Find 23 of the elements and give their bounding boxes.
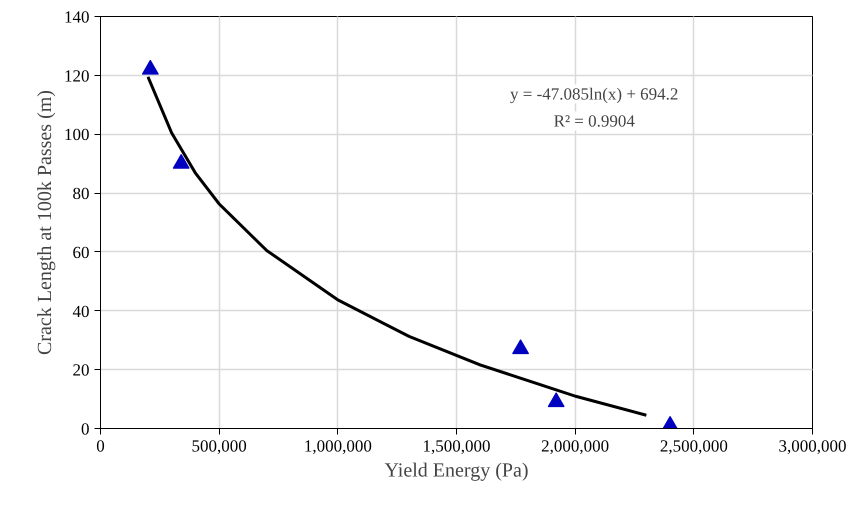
y-tick-label: 0 [81, 420, 90, 438]
y-tick-label: 100 [64, 125, 90, 144]
x-tick-label: 2,000,000 [541, 436, 610, 456]
x-tick-label: 0 [96, 436, 105, 456]
y-tick-label: 140 [64, 8, 90, 26]
point [548, 392, 565, 408]
y-tick-label: 120 [64, 66, 90, 86]
annotation: R² = 0.9904 [554, 112, 636, 130]
x-tick-label: 1,000,000 [304, 436, 372, 456]
point [142, 60, 159, 75]
point [172, 154, 190, 169]
y-axis-title: Crack Length at 100k Passes (m) [34, 90, 56, 355]
x-axis-title: Yield Energy (Pa) [384, 460, 529, 482]
y-tick-label: 80 [72, 184, 90, 204]
point [512, 339, 530, 354]
y-tick-label: 20 [72, 360, 90, 380]
x-tick-label: 3,000,000 [778, 436, 846, 456]
x-tick-label: 1,500,000 [422, 436, 490, 456]
x-tick-label: 500,000 [192, 436, 247, 456]
y-tick-label: 60 [72, 242, 90, 262]
y-tick-label: 40 [72, 302, 90, 321]
annotation: y = -47.085ln(x) + 694.2 [510, 84, 678, 104]
x-tick-label: 2,500,000 [660, 436, 728, 456]
